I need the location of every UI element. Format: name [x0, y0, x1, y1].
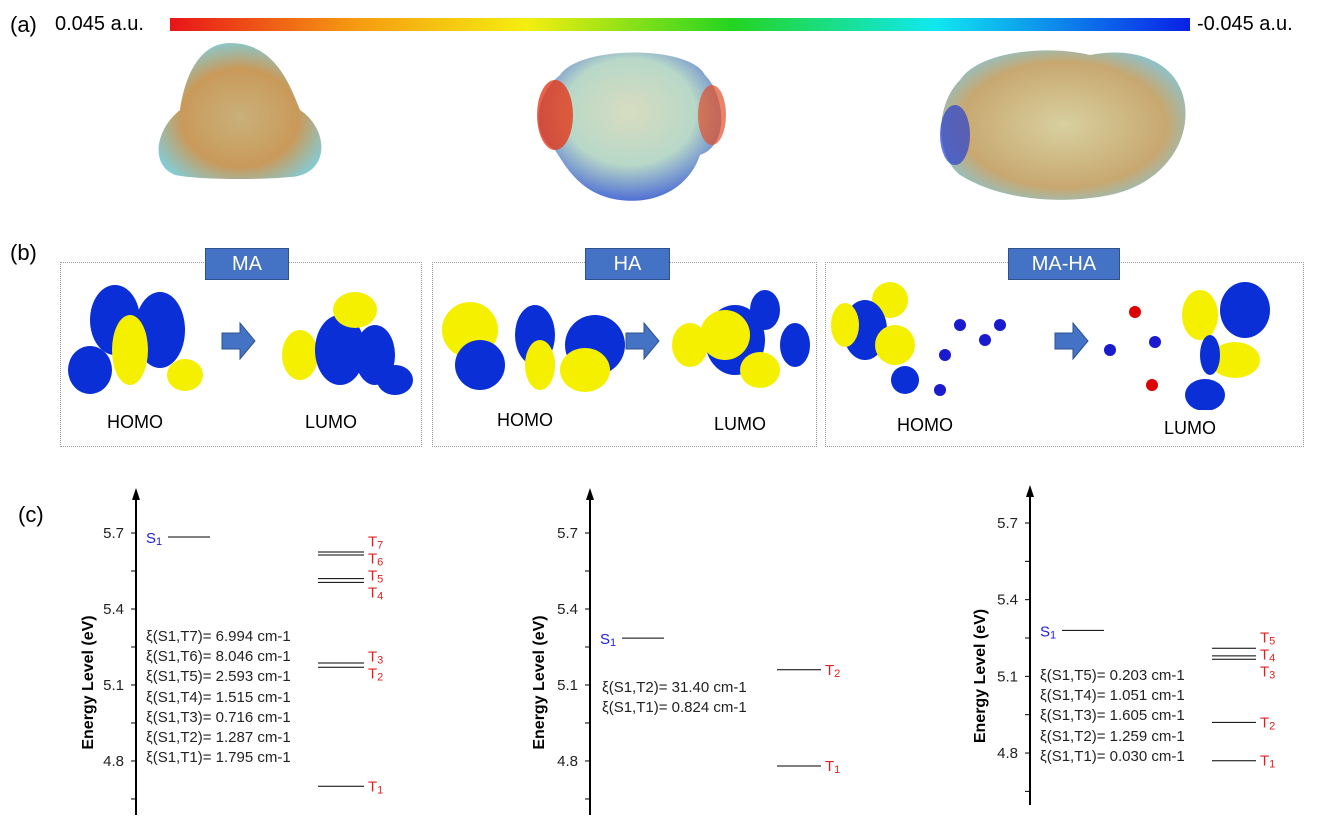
soc-value: ξ(S1,T2)= 31.40 cm-1: [602, 679, 747, 696]
soc-value: ξ(S1,T6)= 8.046 cm-1: [146, 648, 291, 666]
panel-label-b: (b): [10, 240, 37, 265]
esp-ma: [158, 43, 322, 180]
tag-ma: MA: [205, 248, 289, 280]
maha-homo: [831, 282, 1006, 396]
ma-homo: [68, 285, 203, 394]
tag-ma-ha: MA-HA: [1008, 248, 1120, 280]
arrow-icon: [625, 321, 660, 361]
triplet-label-3: T3: [368, 649, 383, 667]
soc-value: ξ(S1,T3)= 0.716 cm-1: [146, 708, 291, 726]
triplet-label-7: T7: [368, 534, 383, 552]
s1-label: S1: [600, 631, 616, 649]
colorbar: [170, 18, 1190, 31]
triplet-label-2: T2: [1260, 714, 1275, 732]
triplet-label-2: T2: [368, 666, 383, 684]
ha-homo-label: HOMO: [497, 410, 553, 430]
tag-ha: HA: [585, 248, 670, 280]
soc-value: ξ(S1,T1)= 0.824 cm-1: [602, 699, 747, 717]
triplet-label-4: T4: [368, 585, 383, 603]
soc-value: ξ(S1,T5)= 2.593 cm-1: [146, 668, 291, 686]
triplet-label-1: T1: [368, 778, 383, 796]
soc-value: ξ(S1,T4)= 1.515 cm-1: [146, 688, 291, 706]
ha-lumo: [672, 290, 810, 388]
y-tick-label: 5.4: [997, 592, 1018, 609]
ma-lumo: [282, 292, 413, 395]
axis-arrow-icon: [1026, 485, 1034, 497]
ha-lumo-label: LUMO: [714, 414, 767, 434]
ma-homo-label: HOMO: [107, 412, 163, 432]
y-tick-label: 5.4: [103, 601, 124, 618]
soc-value: ξ(S1,T2)= 1.287 cm-1: [146, 729, 291, 746]
panel-label-c: (c): [18, 502, 44, 527]
triplet-label-1: T1: [825, 758, 840, 776]
energy-chart-3: 4.8 5.1 5.4 5.7 Energy Level (eV) S1 T1 T2 T3T4T…: [972, 485, 1275, 805]
y-axis-label: Energy Level (eV): [531, 615, 548, 749]
orbital-images: [68, 282, 1270, 410]
soc-value: ξ(S1,T7)= 6.994 cm-1: [146, 628, 291, 645]
soc-value: ξ(S1,T2)= 1.259 cm-1: [1040, 727, 1185, 745]
triplet-label-3: T3: [1260, 663, 1275, 681]
arrows: [221, 321, 1089, 361]
esp-surfaces: [158, 43, 1186, 201]
y-tick-label: 5.7: [103, 525, 124, 542]
y-axis-label: Energy Level (eV): [80, 615, 97, 749]
soc-value: ξ(S1,T5)= 0.203 cm-1: [1040, 667, 1185, 684]
triplet-label-6: T6: [368, 551, 383, 569]
ha-homo: [442, 302, 625, 392]
y-axis-label: Energy Level (eV): [972, 609, 989, 743]
triplet-label-1: T1: [1260, 753, 1275, 771]
arrow-icon: [1054, 321, 1089, 361]
y-tick-label: 4.8: [557, 753, 578, 770]
triplet-label-2: T2: [825, 662, 840, 680]
s1-label: S1: [1040, 623, 1056, 641]
y-tick-label: 4.8: [103, 753, 124, 770]
soc-value: ξ(S1,T4)= 1.051 cm-1: [1040, 687, 1185, 705]
y-tick-label: 5.4: [557, 601, 578, 618]
maha-homo-label: HOMO: [897, 415, 953, 435]
esp-ma-ha: [940, 50, 1186, 200]
y-tick-label: 5.1: [557, 677, 578, 694]
maha-lumo-label: LUMO: [1164, 418, 1217, 438]
y-tick-label: 4.8: [997, 745, 1018, 762]
y-tick-label: 5.7: [997, 515, 1018, 532]
axis-arrow-icon: [586, 488, 594, 500]
energy-chart-2: 4.8 5.1 5.4 5.7 Energy Level (eV) S1 T1 T2: [531, 488, 840, 815]
triplet-label-5: T5: [368, 568, 383, 586]
y-tick-label: 5.7: [557, 525, 578, 542]
y-tick-label: 5.1: [997, 668, 1018, 685]
panel-label-a: (a): [10, 12, 37, 37]
s1-label: S1: [146, 530, 162, 548]
maha-lumo: [1104, 282, 1270, 410]
ma-lumo-label: LUMO: [305, 412, 358, 432]
colorbar-max-label: 0.045 a.u.: [55, 13, 144, 35]
soc-value: ξ(S1,T3)= 1.605 cm-1: [1040, 707, 1185, 725]
triplet-label-4: T4: [1260, 646, 1275, 664]
axis-arrow-icon: [132, 488, 140, 500]
soc-value: ξ(S1,T1)= 0.030 cm-1: [1040, 747, 1185, 765]
y-tick-label: 5.1: [103, 677, 124, 694]
esp-ha: [537, 52, 726, 201]
triplet-label-5: T5: [1260, 629, 1275, 647]
arrow-icon: [221, 321, 256, 361]
colorbar-min-label: -0.045 a.u.: [1197, 13, 1293, 35]
soc-value: ξ(S1,T1)= 1.795 cm-1: [146, 749, 291, 767]
